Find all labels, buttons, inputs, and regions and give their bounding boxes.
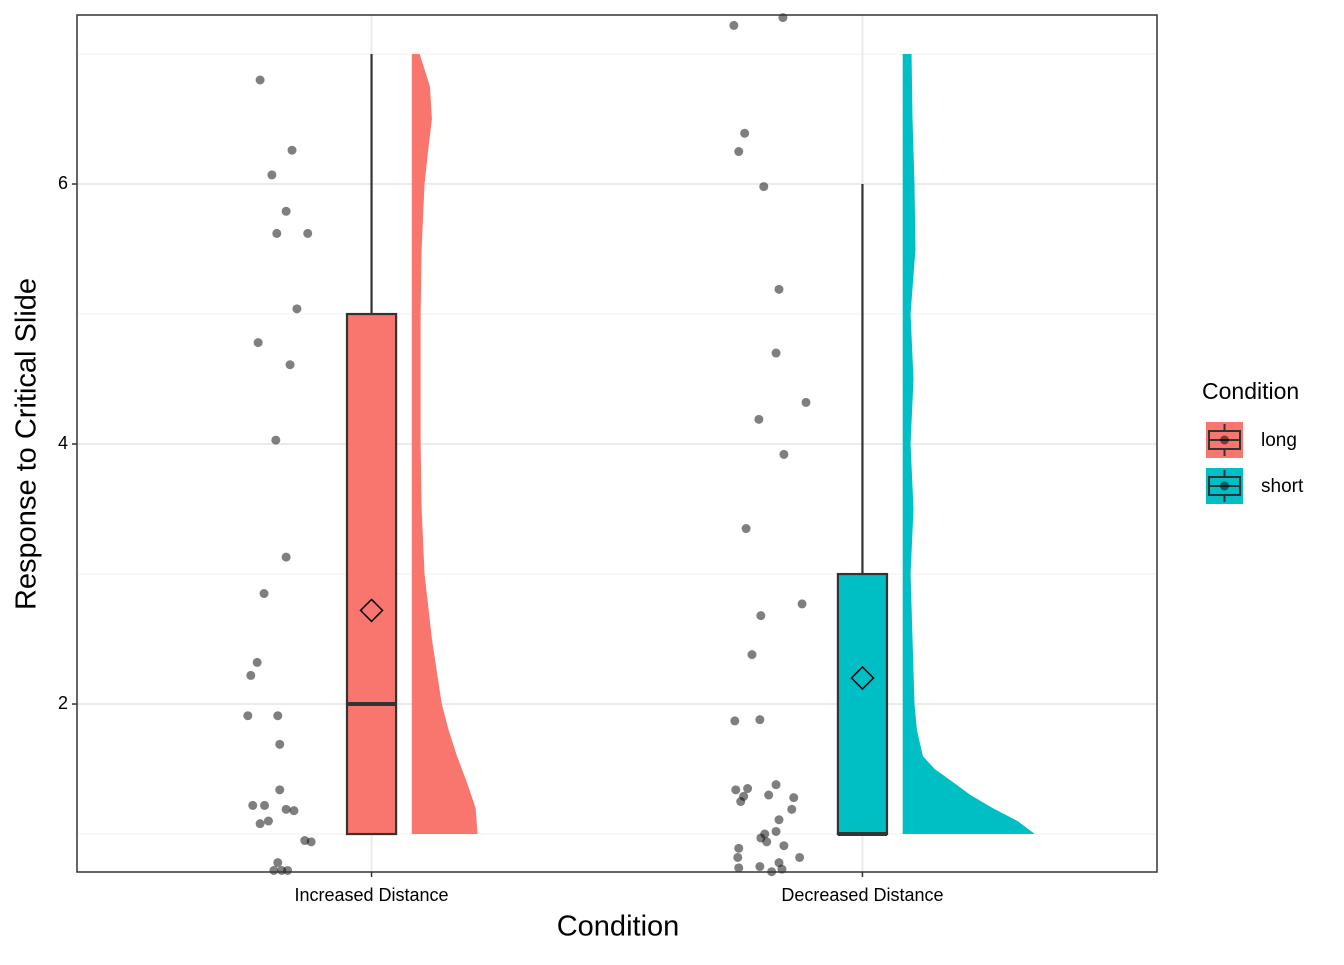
point <box>747 650 757 660</box>
point <box>787 804 797 814</box>
point <box>754 414 764 424</box>
point <box>285 360 295 370</box>
point <box>759 182 769 192</box>
x-tick-label: Increased Distance <box>294 885 448 905</box>
point <box>743 784 753 794</box>
y-tick-label: 2 <box>58 693 68 713</box>
point <box>275 785 285 795</box>
point <box>734 147 744 157</box>
point <box>272 228 282 238</box>
density <box>902 54 1035 835</box>
point <box>764 790 774 800</box>
point <box>303 228 313 238</box>
x-axis-title: Condition <box>557 911 680 943</box>
legend-label: long <box>1261 430 1297 451</box>
y-axis-title: Response to Critical Slide <box>11 278 43 610</box>
y-tick-label: 4 <box>58 433 68 453</box>
point <box>289 806 299 816</box>
point <box>281 552 291 562</box>
box <box>836 572 889 836</box>
point <box>281 206 291 216</box>
point <box>273 711 283 721</box>
point <box>275 739 285 749</box>
point <box>255 819 265 829</box>
point <box>774 284 784 294</box>
point <box>243 711 253 721</box>
point <box>260 800 270 810</box>
legend-key-point <box>1220 481 1229 491</box>
point <box>729 20 739 30</box>
legend-label: short <box>1261 476 1304 497</box>
point <box>248 800 258 810</box>
point <box>771 826 781 836</box>
point <box>779 449 789 459</box>
point <box>271 435 281 445</box>
point <box>283 865 293 875</box>
y-tick-label: 6 <box>58 173 68 193</box>
point <box>755 715 765 725</box>
point <box>255 75 265 85</box>
point <box>730 716 740 726</box>
point <box>771 780 781 790</box>
point <box>779 841 789 851</box>
point <box>287 145 297 155</box>
point <box>774 815 784 825</box>
point <box>259 589 269 599</box>
plot-border <box>76 14 1158 873</box>
point <box>734 863 744 873</box>
point <box>731 785 741 795</box>
point <box>263 816 273 826</box>
point <box>736 797 746 807</box>
legend-title: Condition <box>1202 378 1299 404</box>
point <box>267 170 277 180</box>
point <box>734 843 744 853</box>
point <box>740 128 750 138</box>
mean <box>359 598 384 623</box>
point <box>252 657 262 667</box>
point <box>273 858 283 868</box>
point <box>801 397 811 407</box>
x-tick-label: Decreased Distance <box>781 885 943 905</box>
point <box>771 348 781 358</box>
point <box>253 338 263 348</box>
point <box>755 862 765 872</box>
point <box>795 852 805 862</box>
box <box>345 312 398 836</box>
density <box>411 54 478 835</box>
mean <box>850 665 875 691</box>
point <box>797 599 807 609</box>
point <box>756 611 766 621</box>
point <box>269 865 279 875</box>
point <box>246 670 256 680</box>
point <box>762 837 772 847</box>
point <box>306 837 316 847</box>
point <box>292 304 302 314</box>
point <box>281 804 291 814</box>
point <box>741 524 751 534</box>
point <box>789 793 799 803</box>
legend-key-point <box>1220 435 1229 445</box>
point <box>733 852 743 862</box>
